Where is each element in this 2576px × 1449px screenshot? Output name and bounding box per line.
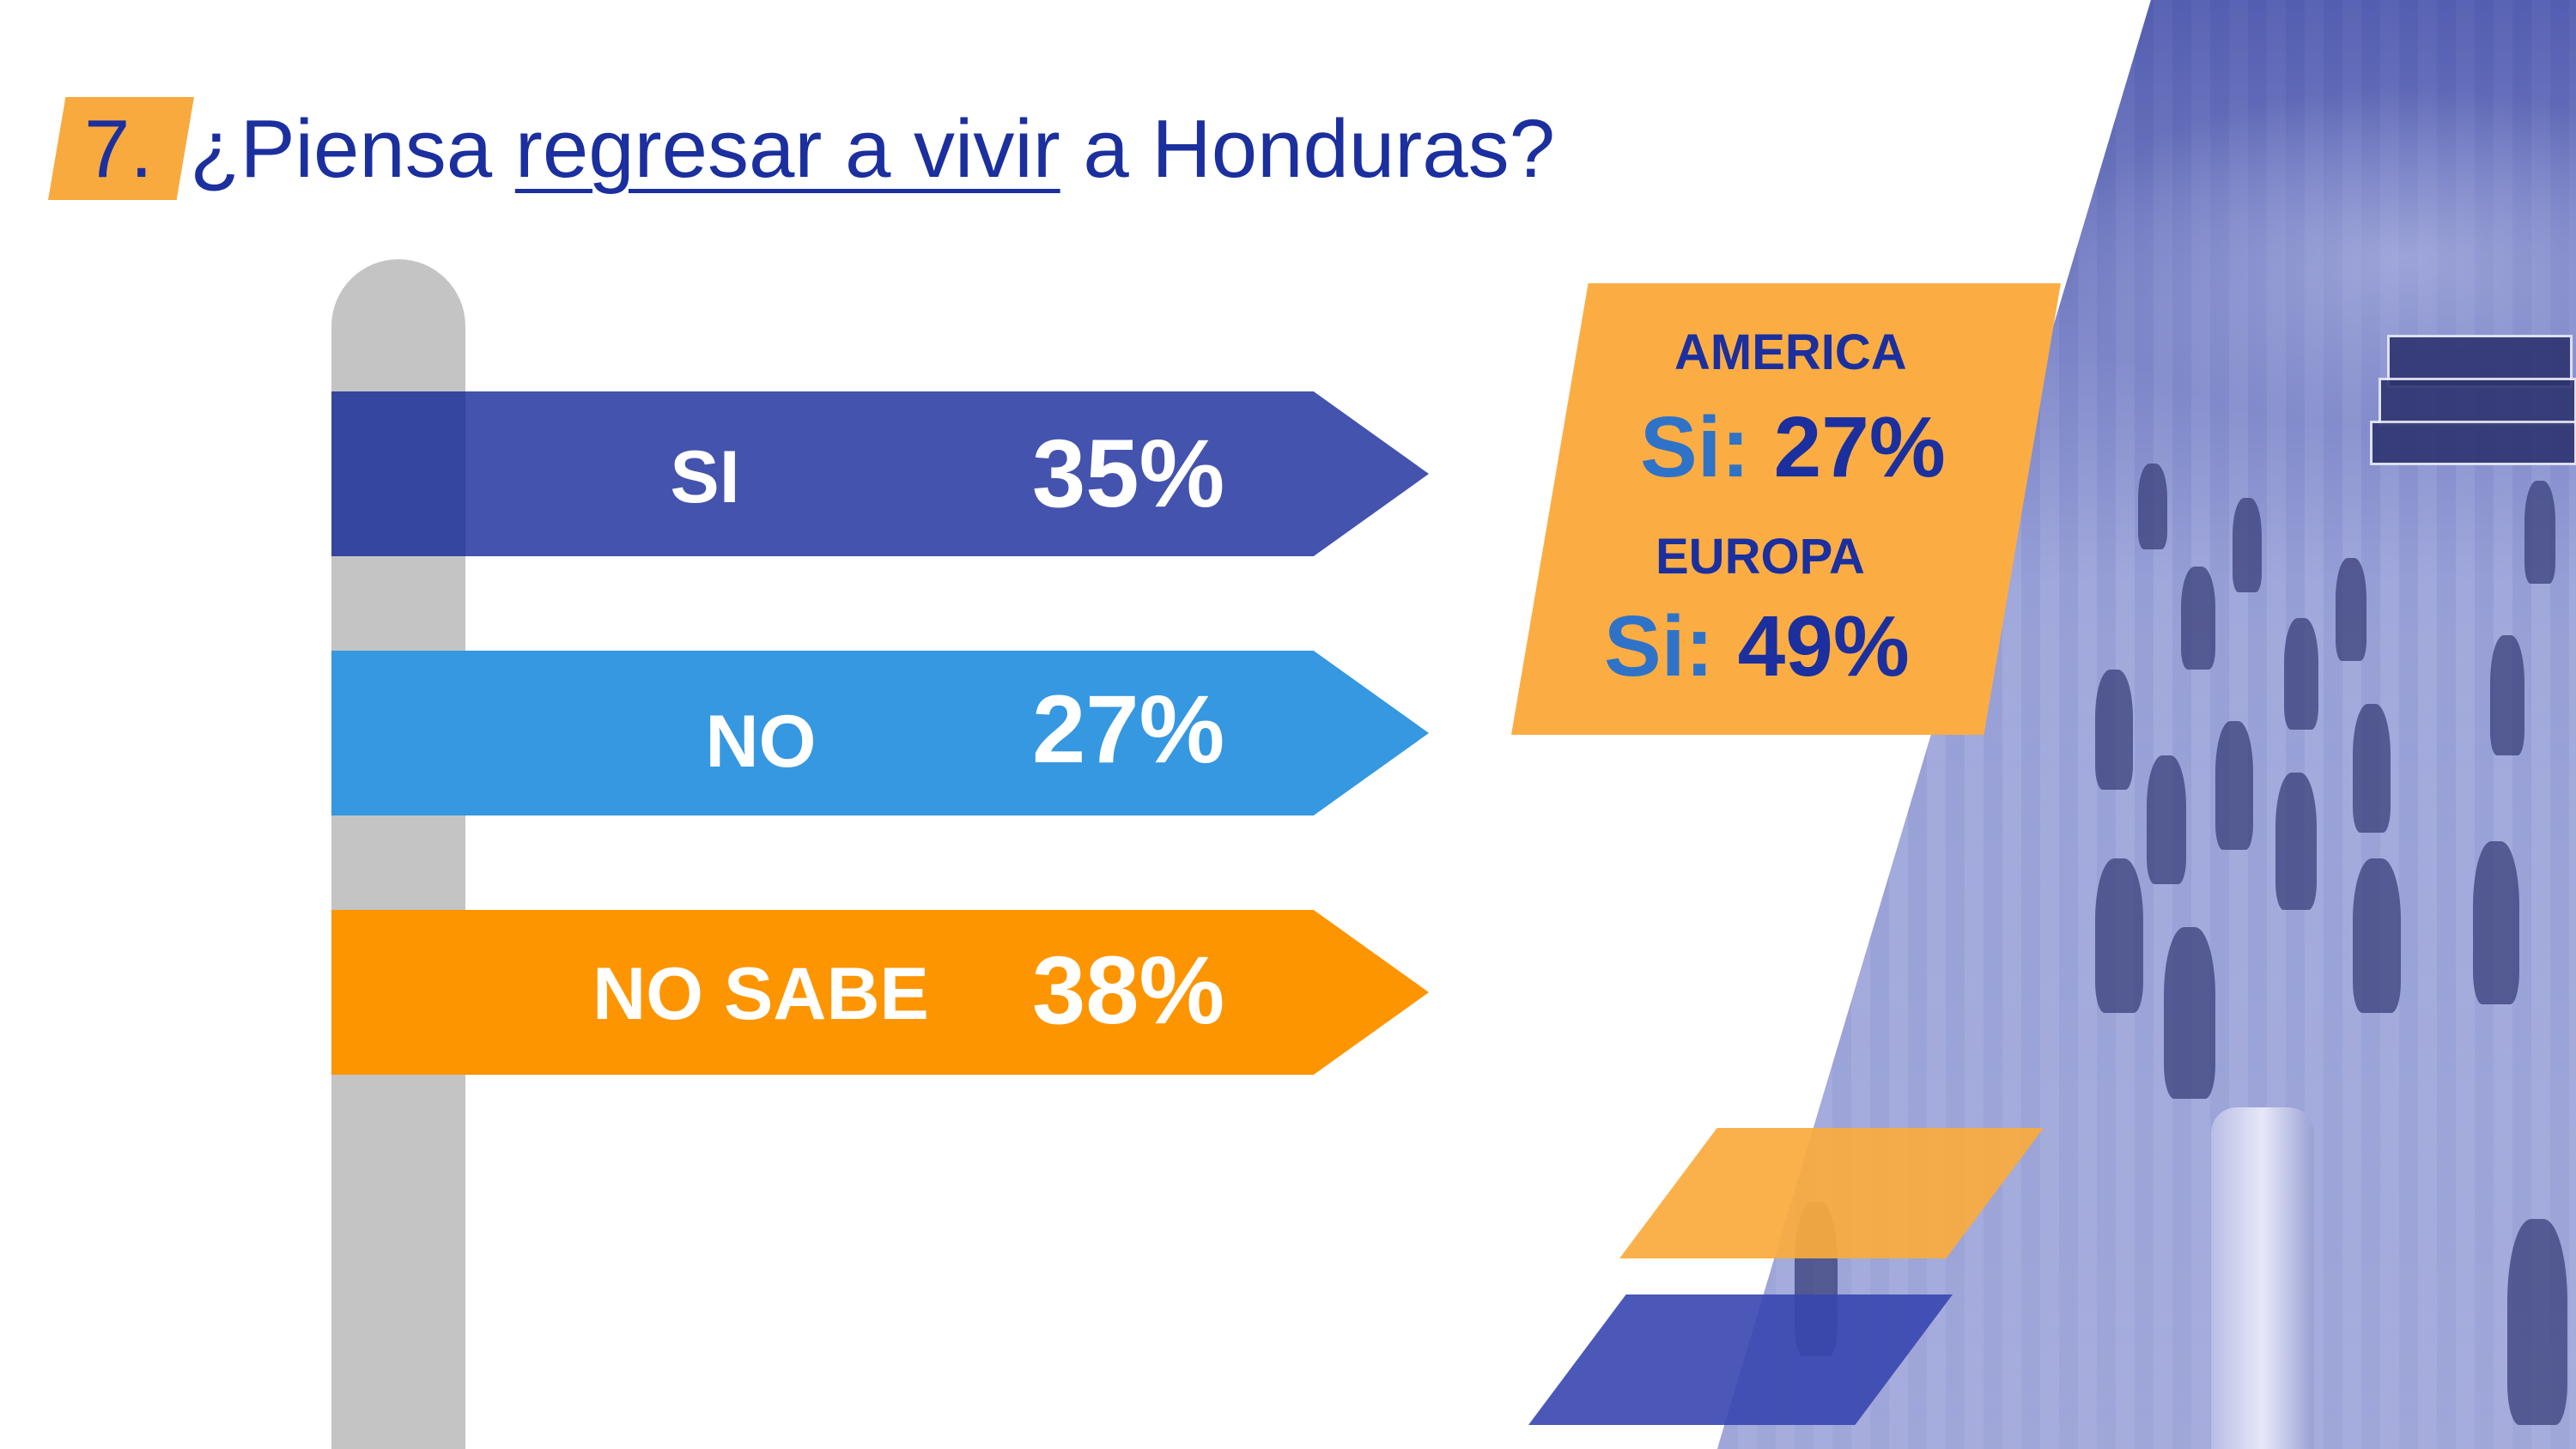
airport-sign-board <box>2379 378 2576 426</box>
region-si-america: Si: 27% <box>1640 400 1946 494</box>
person-silhouette <box>2095 670 2133 790</box>
person-silhouette <box>2215 721 2253 850</box>
person-silhouette <box>2353 858 2401 1013</box>
question-number: 7. <box>84 103 154 195</box>
person-silhouette <box>2507 1219 2567 1425</box>
question-number-badge <box>48 97 194 200</box>
answer-value: 38% <box>1032 937 1225 1044</box>
region-si-europa: Si: 49% <box>1604 599 1910 694</box>
region-name-europa: EUROPA <box>1656 529 1865 585</box>
person-silhouette <box>2164 927 2215 1099</box>
airport-pillar <box>2211 1107 2314 1449</box>
person-silhouette <box>2095 858 2143 1013</box>
question-text: ¿Piensa regresar a vivir a Honduras? <box>190 102 1555 197</box>
si-value: 27% <box>1773 399 1946 495</box>
question-underlined: regresar a vivir <box>514 103 1060 195</box>
answer-label: NO <box>705 700 817 783</box>
person-silhouette <box>2353 704 2391 833</box>
answer-label: NO SABE <box>592 953 929 1035</box>
si-value: 49% <box>1737 598 1910 694</box>
person-silhouette <box>2336 558 2366 661</box>
pole-overlap <box>331 391 465 556</box>
person-silhouette <box>2181 567 2215 670</box>
answer-value: 35% <box>1032 420 1225 527</box>
si-label: Si: <box>1640 399 1750 495</box>
question-prefix: ¿Piensa <box>190 103 515 195</box>
person-silhouette <box>2473 841 2519 1004</box>
person-silhouette <box>2284 618 2318 730</box>
answer-sign-no-sabe: NO SABE 38% <box>331 910 1429 1075</box>
answer-sign-si: SI 35% <box>331 391 1429 556</box>
airport-sign-board <box>2370 421 2576 465</box>
person-silhouette <box>2275 773 2317 910</box>
person-silhouette <box>2524 481 2555 584</box>
answer-sign-no: NO 27% <box>331 651 1429 815</box>
answer-value: 27% <box>1032 676 1225 783</box>
person-silhouette <box>2233 498 2262 592</box>
answer-label: SI <box>670 436 740 518</box>
person-silhouette <box>2147 755 2186 884</box>
region-breakdown-box: AMERICA Si: 27% EUROPA Si: 49% <box>1511 283 2061 735</box>
question-suffix: a Honduras? <box>1060 103 1556 195</box>
person-silhouette <box>2490 635 2524 755</box>
person-silhouette <box>2138 464 2167 549</box>
si-label: Si: <box>1604 598 1714 694</box>
region-name-america: AMERICA <box>1674 324 1907 380</box>
